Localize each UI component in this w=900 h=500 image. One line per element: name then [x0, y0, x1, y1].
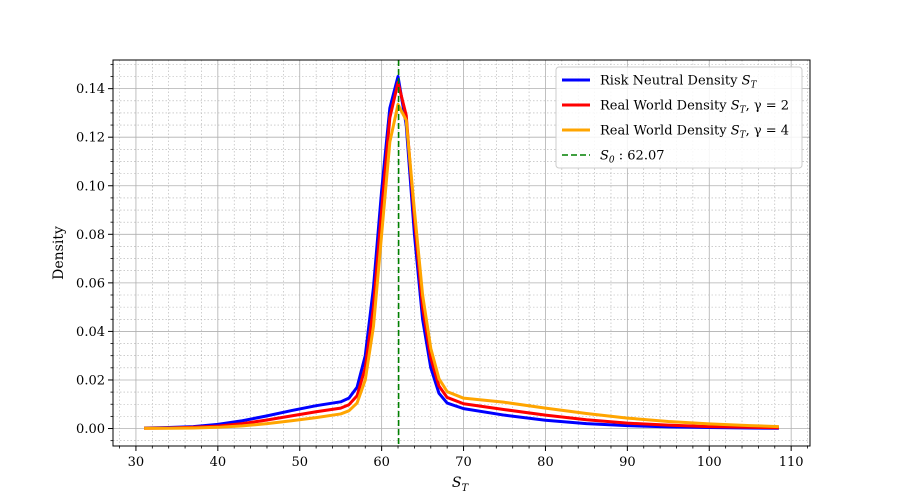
- plot-frame: [112, 59, 811, 447]
- x-axis-label: ST: [452, 475, 470, 494]
- legend-label-2: Real World Density ST, γ = 2: [600, 99, 789, 116]
- y-tick-label: 0.04: [76, 325, 105, 340]
- x-tick-label: 80: [537, 455, 554, 470]
- series-line-1: [144, 75, 779, 430]
- y-tick-label: 0.10: [76, 179, 105, 194]
- x-tick-label: 70: [455, 455, 472, 470]
- x-tick-label: 90: [619, 455, 636, 470]
- y-tick-label: 0.02: [76, 373, 105, 388]
- x-tick-label: 50: [291, 455, 308, 470]
- legend-label-4: S0 : 62.07: [600, 149, 665, 166]
- y-tick-label: 0.08: [76, 228, 105, 243]
- y-tick-label: 0.14: [76, 82, 105, 97]
- y-tick-label: 0.06: [76, 276, 105, 291]
- legend-label-1: Risk Neutral Density ST: [600, 74, 757, 91]
- y-tick-label: 0.00: [76, 422, 105, 437]
- series-line-3: [144, 102, 779, 430]
- x-tick-label: 110: [779, 455, 804, 470]
- x-tick-label: 100: [697, 455, 722, 470]
- legend-box: [555, 66, 803, 169]
- legend-label-3: Real World Density ST, γ = 4: [600, 124, 789, 141]
- x-tick-label: 60: [373, 455, 390, 470]
- plot-area-border: [112, 59, 811, 447]
- y-tick-label: 0.12: [76, 131, 105, 146]
- legend: Risk Neutral Density ST Real World Densit…: [555, 66, 803, 169]
- y-axis-label: Density: [51, 226, 67, 280]
- axis-ticks: 30 40 50 60 70 80 90 100 110 0.00 0.02 0.04 0.06 0.08…: [76, 63, 808, 470]
- series-lines: [144, 60, 779, 446]
- x-tick-label: 40: [210, 455, 227, 470]
- x-tick-label: 30: [128, 455, 145, 470]
